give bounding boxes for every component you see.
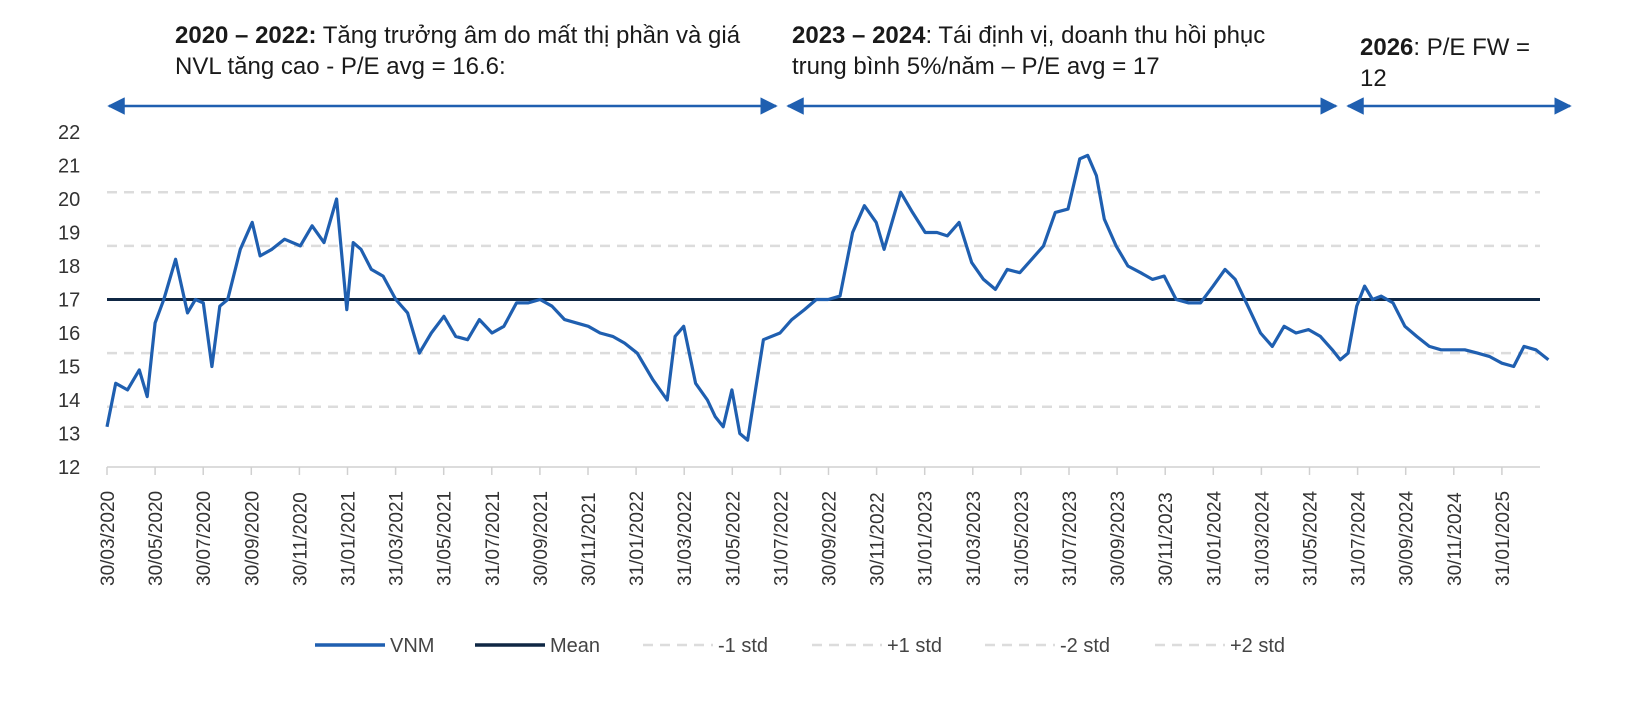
annotation-2020-2022: 2020 – 2022: Tăng trưởng âm do mất thị p… [175, 20, 775, 82]
y-tick-label: 18 [58, 256, 80, 278]
x-tick-label: 31/01/2025 [1493, 491, 1514, 586]
y-tick-label: 21 [58, 156, 80, 178]
x-tick-label: 31/05/2024 [1301, 490, 1322, 586]
x-tick-label: 30/05/2020 [146, 491, 167, 586]
x-tick-label: 30/11/2020 [290, 492, 311, 586]
annotation-text: : Tái định vị, doanh thu hồi phục trung … [792, 22, 1266, 80]
legend: VNM Mean -1 std +1 std -2 std +2 std [315, 635, 1285, 657]
x-tick-label: 31/07/2022 [771, 491, 792, 586]
x-tick-label: 31/01/2023 [916, 491, 937, 586]
legend-label: Mean [550, 635, 600, 657]
y-tick-label: 12 [58, 457, 80, 479]
x-tick-label: 30/09/2023 [1108, 491, 1129, 586]
x-tick-label: 30/11/2023 [1156, 492, 1177, 586]
annotation-2026: 2026: P/E FW = 12 [1360, 32, 1560, 94]
x-tick-label: 31/05/2021 [435, 491, 456, 586]
x-tick-label: 30/09/2020 [242, 491, 263, 586]
y-tick-label: 15 [58, 357, 80, 379]
x-tick-label: 30/09/2021 [531, 491, 552, 586]
x-tick-label: 31/03/2024 [1252, 490, 1273, 586]
y-tick-label: 17 [58, 290, 80, 312]
annotation-text: : P/E FW = 12 [1360, 34, 1531, 92]
x-tick-label: 30/11/2024 [1445, 492, 1466, 586]
legend-label: +2 std [1230, 635, 1285, 657]
y-tick-label: 16 [58, 323, 80, 345]
x-tick-label: 30/09/2022 [820, 491, 841, 586]
legend-label: -2 std [1060, 635, 1110, 657]
x-tick-label: 31/07/2023 [1060, 491, 1081, 586]
x-tick-label: 31/07/2024 [1349, 490, 1370, 586]
axes: 22 21 20 19 18 17 16 15 14 13 12 30/03/2020 30/05/20… [58, 122, 1540, 586]
x-tick-label: 30/07/2020 [194, 491, 215, 586]
x-tick-label: 31/03/2023 [964, 491, 985, 586]
y-tick-label: 20 [58, 189, 80, 211]
x-tick-label: 31/07/2021 [483, 491, 504, 586]
x-tick-label: 31/01/2024 [1204, 490, 1225, 586]
legend-label: VNM [390, 635, 434, 657]
x-tick-label: 31/05/2022 [723, 491, 744, 586]
x-tick-label: 31/01/2021 [339, 491, 360, 586]
legend-label: -1 std [718, 635, 768, 657]
x-tick-label: 30/09/2024 [1397, 490, 1418, 586]
annotation-bold: 2020 – 2022: [175, 22, 317, 49]
series-line-vnm [105, 153, 1550, 442]
series-layer [105, 153, 1550, 442]
x-tick-label: 31/03/2021 [387, 491, 408, 586]
x-tick-label: 31/01/2022 [627, 491, 648, 586]
x-tick-label: 31/03/2022 [675, 491, 696, 586]
x-tick-label: 30/11/2022 [868, 492, 889, 586]
annotation-text: Tăng trưởng âm do mất thị phần và giá NV… [175, 22, 741, 80]
annotation-bold: 2023 – 2024 [792, 22, 926, 49]
x-tick-label: 31/05/2023 [1012, 491, 1033, 586]
legend-label: +1 std [887, 635, 942, 657]
x-tick-label: 30/11/2021 [579, 492, 600, 586]
y-tick-label: 14 [58, 390, 80, 412]
y-tick-label: 13 [58, 424, 80, 446]
y-tick-label: 19 [58, 223, 80, 245]
annotation-2023-2024: 2023 – 2024: Tái định vị, doanh thu hồi … [792, 20, 1312, 82]
annotation-bold: 2026 [1360, 34, 1414, 61]
x-tick-label: 30/03/2020 [98, 491, 119, 586]
y-tick-label: 22 [58, 122, 80, 144]
